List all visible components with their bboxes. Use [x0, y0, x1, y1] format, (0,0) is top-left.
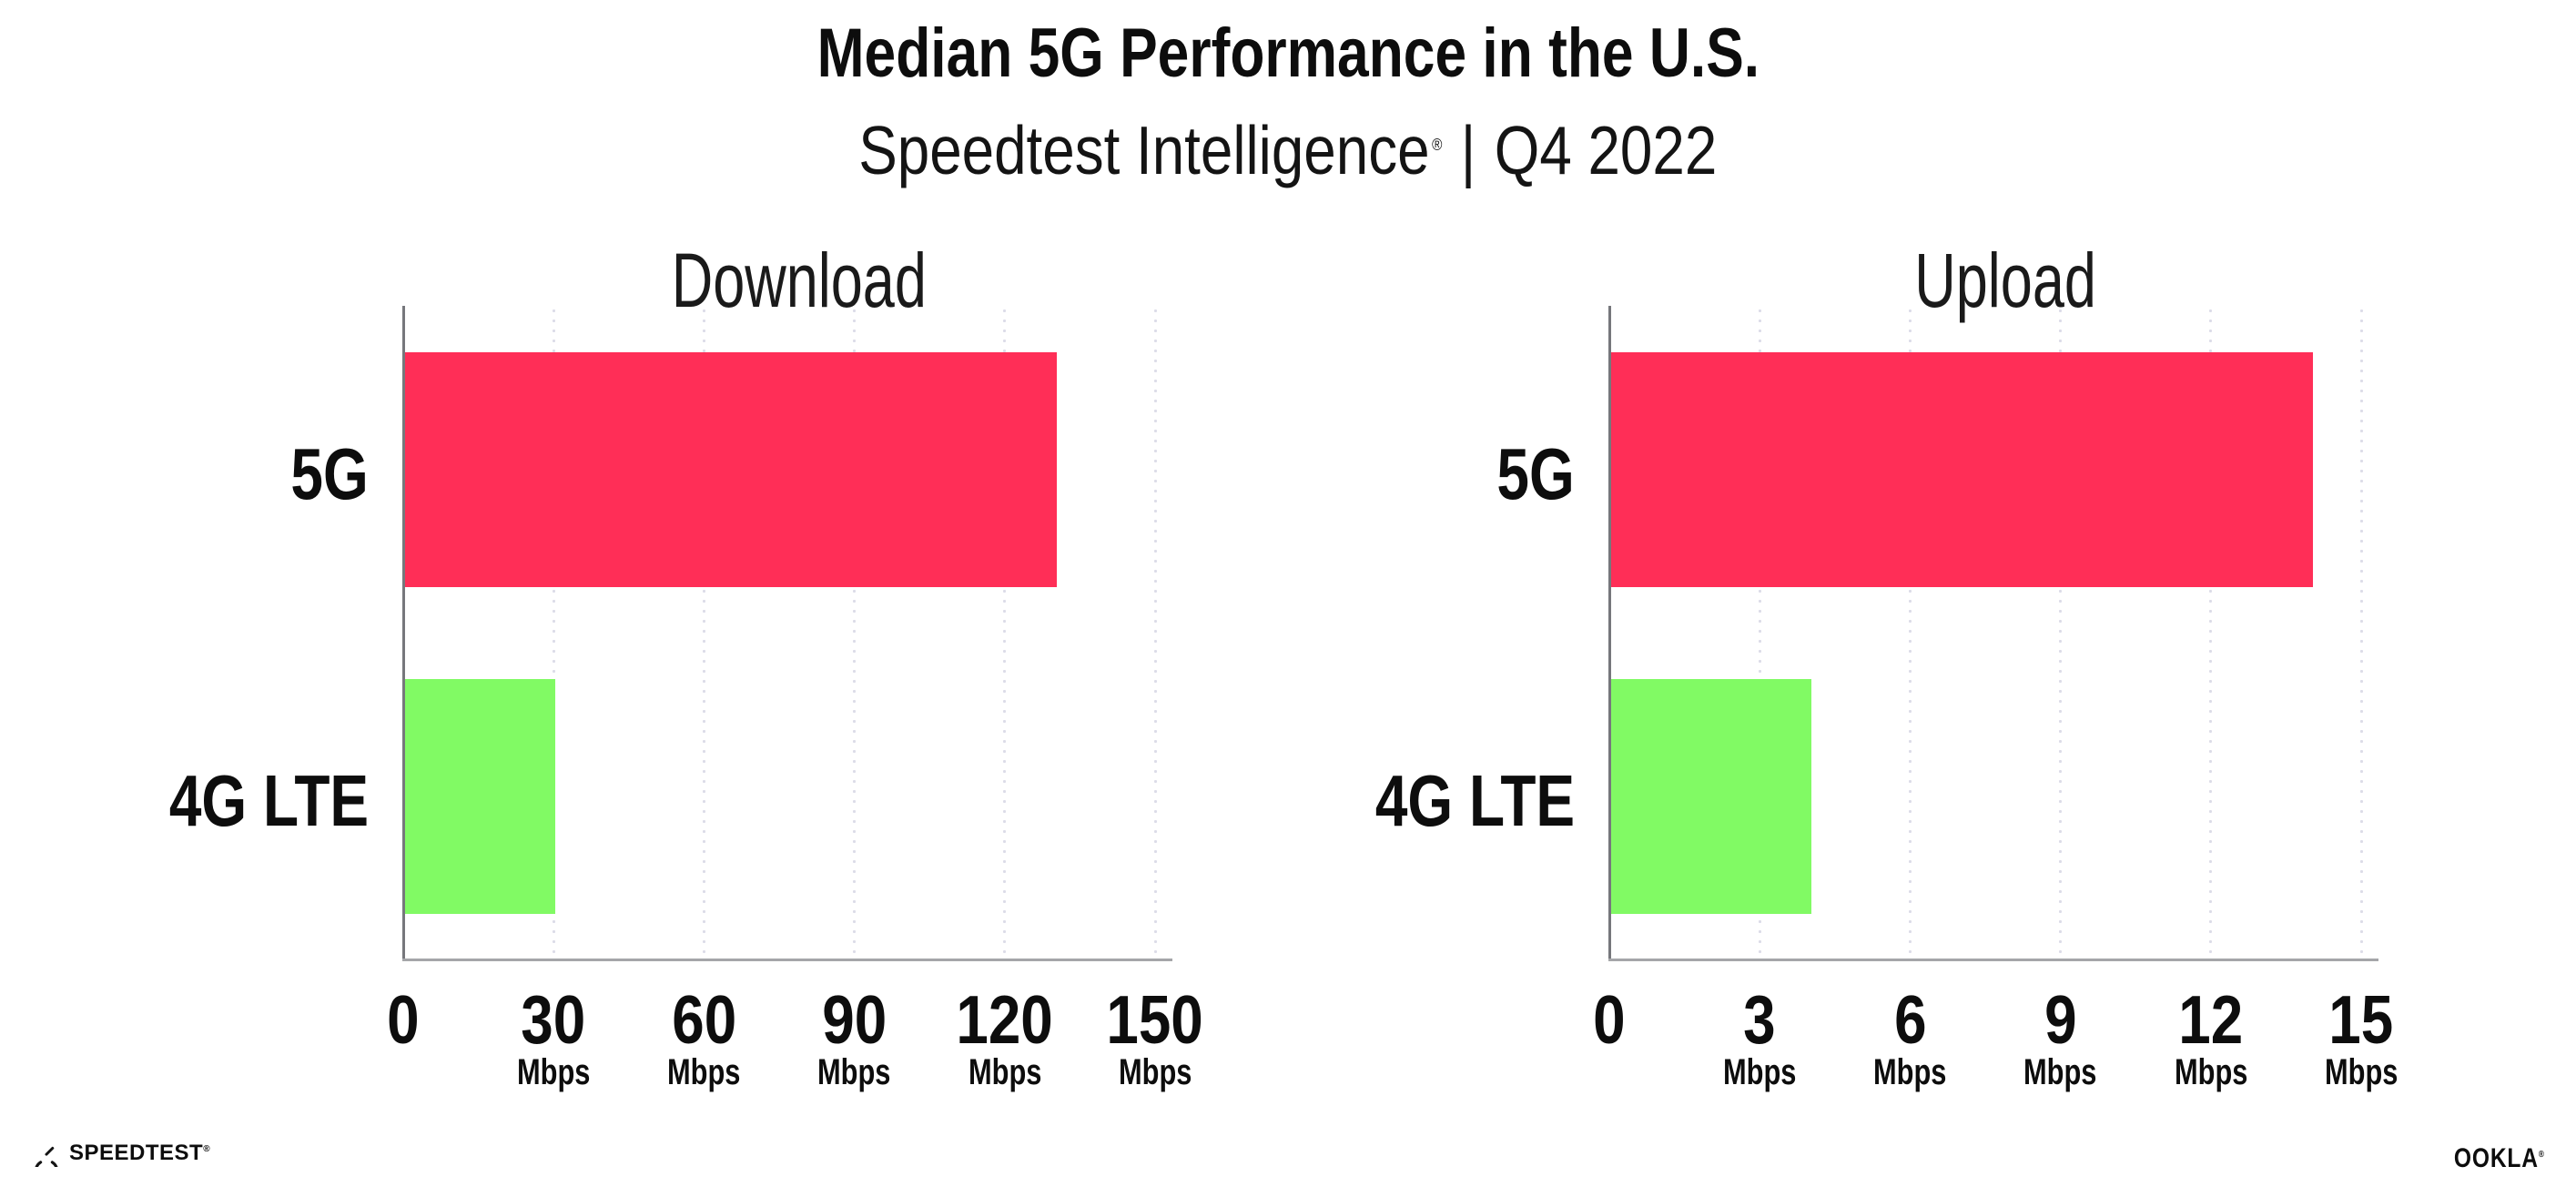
x-tick-unit-upload-9-text: Mbps: [2023, 1052, 2097, 1092]
x-tick-upload-9: 9: [1879, 983, 2243, 1056]
x-tick-upload-3-text: 3: [1743, 981, 1776, 1058]
x-tick-unit-upload-6: Mbps: [1728, 1052, 2092, 1092]
x-tick-download-0: 0: [221, 983, 585, 1056]
ookla-wordmark: OOKLA®: [2454, 1143, 2545, 1174]
x-tick-upload-6-text: 6: [1893, 981, 1927, 1058]
category-label-upload-5g-text: 5G: [1496, 433, 1575, 514]
chart-title-upload: Upload: [1641, 239, 2369, 321]
speedtest-logo: SPEEDTEST®: [33, 1140, 210, 1167]
category-label-download-4g-lte-text: 4G LTE: [168, 760, 369, 841]
x-tick-unit-upload-15-text: Mbps: [2324, 1052, 2399, 1092]
x-tick-download-60: 60: [522, 983, 886, 1056]
gridline-download-60: [702, 306, 705, 959]
x-tick-unit-download-90-text: Mbps: [817, 1052, 891, 1092]
x-tick-download-0-text: 0: [387, 981, 420, 1058]
x-tick-unit-download-120: Mbps: [823, 1052, 1187, 1092]
gridline-upload-15: [2359, 306, 2363, 959]
y-axis-upload: [1608, 306, 1611, 960]
x-axis-upload: [1608, 959, 2378, 961]
subtitle-separator: |: [1461, 112, 1476, 188]
chart-title-download: Download: [435, 239, 1163, 321]
category-label-download-4g-lte: 4G LTE: [0, 763, 369, 839]
x-tick-unit-upload-9: Mbps: [1879, 1052, 2243, 1092]
gridline-download-90: [853, 306, 857, 959]
gridline-upload-6: [1908, 306, 1912, 959]
gridline-upload-9: [2059, 306, 2063, 959]
speedtest-label: SPEEDTEST: [69, 1141, 204, 1165]
x-tick-unit-upload-3-text: Mbps: [1722, 1052, 1797, 1092]
bar-upload-5g: [1611, 352, 2313, 587]
ookla-label: OOKLA: [2454, 1143, 2540, 1173]
page-subtitle-text: Speedtest Intelligence ® | Q4 2022: [858, 108, 1717, 187]
x-tick-download-120-text: 120: [956, 981, 1053, 1058]
ookla-logo: OOKLA®: [2434, 1143, 2545, 1174]
category-label-upload-4g-lte: 4G LTE: [1120, 763, 1575, 839]
page-title: Median 5G Performance in the U.S.: [0, 17, 2576, 90]
x-tick-upload-0-text: 0: [1593, 981, 1626, 1058]
x-tick-unit-download-60-text: Mbps: [667, 1052, 741, 1092]
chart-title-download-text: Download: [671, 238, 928, 323]
x-tick-upload-6: 6: [1728, 983, 2092, 1056]
x-tick-unit-download-60: Mbps: [522, 1052, 886, 1092]
gridline-upload-12: [2209, 306, 2213, 959]
subtitle-brand: Speedtest Intelligence: [858, 112, 1430, 188]
bar-upload-4g-lte: [1611, 679, 1812, 914]
x-tick-upload-3: 3: [1577, 983, 1942, 1056]
gridline-download-150: [1153, 306, 1157, 959]
subtitle-period: Q4 2022: [1494, 112, 1718, 188]
gridline-download-30: [552, 306, 555, 959]
x-tick-unit-download-120-text: Mbps: [968, 1052, 1042, 1092]
x-tick-upload-15-text: 15: [2328, 981, 2394, 1058]
x-tick-upload-9-text: 9: [2044, 981, 2077, 1058]
x-tick-download-90: 90: [673, 983, 1037, 1056]
gridline-upload-3: [1758, 306, 1761, 959]
x-tick-upload-0: 0: [1427, 983, 1791, 1056]
x-tick-download-30-text: 30: [521, 981, 586, 1058]
x-tick-unit-upload-3: Mbps: [1577, 1052, 1942, 1092]
x-tick-upload-12: 12: [2029, 983, 2393, 1056]
y-axis-download: [402, 306, 405, 960]
x-axis-download: [402, 959, 1172, 961]
x-tick-download-60-text: 60: [671, 981, 736, 1058]
x-tick-download-150-text: 150: [1106, 981, 1204, 1058]
category-label-download-5g-text: 5G: [290, 433, 369, 514]
chart-title-upload-text: Upload: [1914, 238, 2096, 323]
x-tick-unit-download-30: Mbps: [371, 1052, 735, 1092]
speedtest-gauge-icon: [35, 1146, 58, 1167]
x-tick-unit-download-150: Mbps: [973, 1052, 1337, 1092]
x-tick-download-90-text: 90: [822, 981, 887, 1058]
x-tick-upload-12-text: 12: [2178, 981, 2244, 1058]
x-tick-unit-download-150-text: Mbps: [1118, 1052, 1192, 1092]
bar-download-4g-lte: [405, 679, 556, 914]
x-tick-unit-upload-6-text: Mbps: [1873, 1052, 1947, 1092]
ookla-registered-mark: ®: [2539, 1150, 2545, 1160]
x-tick-unit-upload-12: Mbps: [2029, 1052, 2393, 1092]
page-title-text: Median 5G Performance in the U.S.: [816, 15, 1760, 92]
category-label-upload-5g: 5G: [1120, 436, 1575, 512]
registered-mark: ®: [1432, 136, 1443, 154]
category-label-download-5g: 5G: [0, 436, 369, 512]
page-subtitle: Speedtest Intelligence ® | Q4 2022: [0, 108, 2576, 187]
speedtest-registered-mark: ®: [203, 1144, 211, 1154]
x-tick-unit-download-90: Mbps: [673, 1052, 1037, 1092]
x-tick-unit-upload-12-text: Mbps: [2174, 1052, 2248, 1092]
gridline-download-120: [1003, 306, 1007, 959]
bar-download-5g: [405, 352, 1057, 587]
x-tick-unit-download-30-text: Mbps: [516, 1052, 591, 1092]
x-tick-download-30: 30: [371, 983, 735, 1056]
x-tick-download-150: 150: [973, 983, 1337, 1056]
speedtest-wordmark: SPEEDTEST®: [69, 1141, 210, 1166]
x-tick-download-120: 120: [823, 983, 1187, 1056]
category-label-upload-4g-lte-text: 4G LTE: [1374, 760, 1575, 841]
x-tick-unit-upload-15: Mbps: [2179, 1052, 2543, 1092]
x-tick-upload-15: 15: [2179, 983, 2543, 1056]
